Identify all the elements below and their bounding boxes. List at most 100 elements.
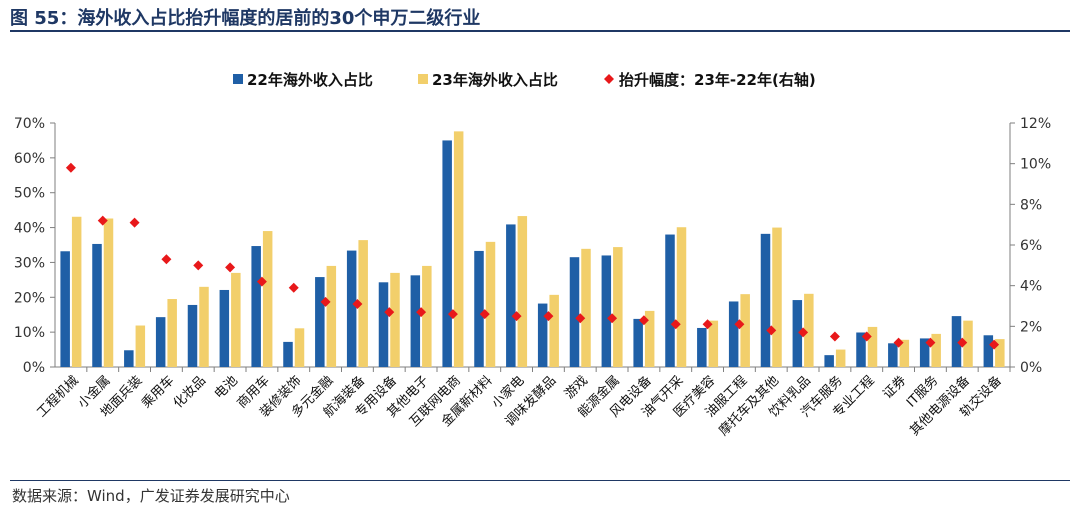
diff-marker-17 (607, 313, 618, 324)
bar-23-6 (262, 231, 273, 367)
y-right-tick-label: 10% (1020, 157, 1051, 173)
y-left-tick-label: 40% (14, 221, 45, 237)
diff-marker-28 (957, 337, 968, 348)
y-left-tick-label: 70% (14, 116, 45, 132)
bar-23-29 (995, 339, 1005, 367)
bar-23-18 (644, 310, 655, 367)
y-right-tick-label: 6% (1020, 238, 1042, 254)
diff-marker-27 (925, 337, 936, 348)
diff-marker-7 (288, 282, 299, 293)
diff-marker-4 (193, 260, 204, 271)
footer-divider (10, 480, 1070, 481)
bar-23-11 (422, 265, 432, 367)
bar-22-27 (919, 338, 930, 367)
bar-23-20 (708, 320, 719, 367)
bar-23-23 (804, 293, 814, 367)
diff-marker-6 (256, 276, 267, 287)
bar-22-21 (728, 301, 739, 367)
diff-marker-14 (511, 311, 522, 322)
bars (60, 131, 1005, 367)
bar-23-1 (103, 218, 114, 367)
bar-22-12 (442, 140, 452, 367)
diff-marker-25 (861, 331, 872, 342)
bar-22-28 (951, 316, 962, 367)
diff-marker-11 (416, 307, 427, 318)
bar-22-9 (346, 250, 357, 367)
y-left-tick-label: 20% (14, 290, 45, 306)
bar-22-24 (824, 355, 834, 367)
diff-marker-24 (829, 331, 840, 342)
bar-22-4 (187, 304, 198, 367)
y-right-tick-label: 2% (1020, 319, 1042, 335)
diff-marker-18 (638, 315, 649, 326)
y-left-tick-label: 10% (14, 325, 45, 341)
bar-22-17 (601, 255, 612, 367)
bar-23-3 (167, 299, 177, 367)
bar-22-8 (315, 277, 325, 367)
diff-marker-29 (989, 339, 1000, 350)
bar-22-2 (124, 350, 134, 367)
bar-22-26 (888, 343, 898, 367)
bar-23-15 (549, 294, 559, 367)
diff-marker-3 (161, 254, 172, 265)
bar-22-16 (569, 257, 580, 367)
y-left-tick-label: 50% (14, 186, 45, 202)
legend-swatch-22 (233, 74, 243, 84)
y-right-tick-label: 12% (1020, 116, 1051, 132)
y-left-tick-label: 30% (14, 255, 45, 271)
diff-marker-16 (575, 313, 586, 324)
axes: 0% 10% 20% 30% 40% 50% 60% 70% 0% 2% 4% 6% 8% 10% 12% (14, 116, 1051, 376)
diff-markers (65, 162, 1000, 350)
bar-23-25 (867, 326, 878, 367)
source-note: 数据来源：Wind，广发证券发展研究中心 (12, 487, 290, 505)
bar-23-0 (71, 216, 82, 367)
bar-23-2 (135, 325, 146, 367)
bar-23-10 (390, 272, 400, 367)
bar-22-7 (283, 341, 293, 367)
bar-22-29 (983, 335, 994, 367)
bar-22-5 (219, 289, 230, 367)
bar-23-8 (326, 265, 337, 367)
bar-22-1 (92, 243, 102, 367)
y-left-tick-label: 0% (23, 360, 45, 376)
bar-23-5 (231, 272, 241, 367)
bar-23-7 (294, 328, 305, 367)
bar-23-14 (517, 216, 528, 367)
diff-marker-15 (543, 311, 554, 322)
diff-marker-26 (893, 337, 904, 348)
bar-22-3 (155, 317, 166, 367)
legend-swatch-23 (418, 74, 428, 84)
bar-23-26 (899, 339, 910, 367)
legend-label-22: 22年海外收入占比 (247, 71, 373, 89)
bar-23-28 (963, 320, 973, 367)
bar-22-13 (474, 250, 484, 367)
bar-23-19 (676, 227, 687, 367)
diff-marker-20 (702, 319, 713, 330)
legend-label-23: 23年海外收入占比 (432, 71, 558, 89)
bar-23-9 (358, 240, 368, 367)
title-divider (10, 30, 1070, 32)
bar-22-23 (792, 300, 803, 367)
bar-22-10 (378, 282, 389, 367)
legend-marker-diff (604, 74, 614, 84)
diff-marker-13 (479, 309, 490, 320)
bar-22-15 (537, 303, 548, 367)
bar-22-14 (506, 224, 516, 367)
y-left-tick-label: 60% (14, 151, 45, 167)
bar-23-21 (740, 294, 750, 367)
diff-marker-22 (766, 325, 777, 336)
bar-22-0 (60, 251, 70, 367)
bar-23-22 (772, 227, 782, 367)
bar-23-27 (931, 333, 941, 367)
diff-marker-21 (734, 319, 745, 330)
bar-23-17 (613, 247, 623, 367)
bar-23-4 (199, 286, 209, 367)
diff-marker-2 (129, 217, 140, 228)
y-right-tick-label: 0% (1020, 360, 1042, 376)
bar-23-16 (581, 248, 591, 367)
bar-22-20 (697, 327, 707, 367)
category-label: 工程机械 (34, 373, 81, 420)
y-right-tick-label: 4% (1020, 279, 1042, 295)
diff-marker-0 (65, 162, 76, 173)
